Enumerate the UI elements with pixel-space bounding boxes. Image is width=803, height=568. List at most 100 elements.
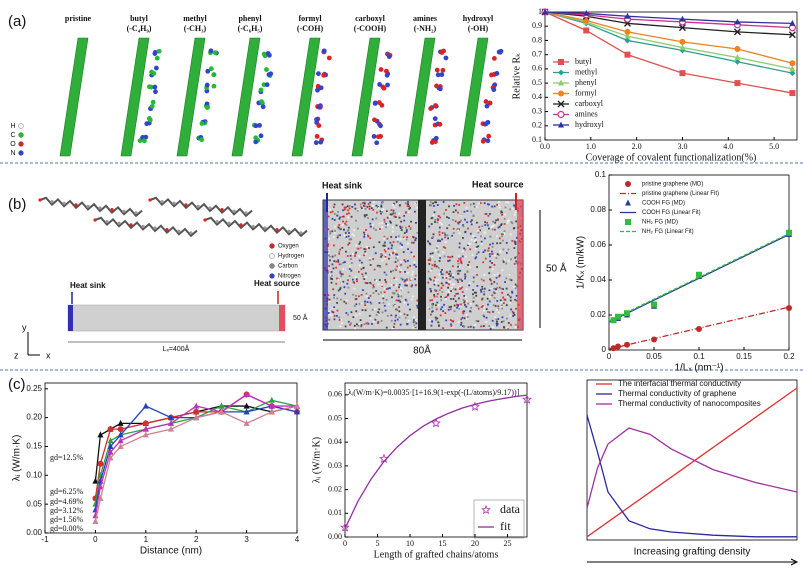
simulation-atom (327, 215, 330, 218)
simulation-atom (491, 294, 494, 297)
marker (193, 408, 200, 415)
simulation-atom (363, 278, 366, 280)
simulation-atom (461, 316, 464, 319)
simulation-atom (394, 261, 397, 263)
simulation-atom (403, 237, 406, 240)
simulation-atom (406, 259, 409, 262)
simulation-atom (334, 254, 337, 257)
simulation-atom (480, 240, 483, 243)
marker (340, 522, 350, 532)
simulation-atom (499, 250, 502, 253)
simulation-atom (357, 247, 360, 250)
simulation-atom (429, 269, 432, 272)
simulation-atom (372, 227, 375, 230)
simulation-atom (363, 202, 366, 205)
simulation-atom (337, 226, 340, 229)
simulation-atom (480, 235, 482, 238)
simulation-atom (458, 204, 461, 206)
simulation-atom (404, 317, 407, 319)
simulation-atom (500, 301, 503, 304)
simulation-atom (360, 205, 363, 208)
molecule-atom (177, 229, 181, 233)
marker (268, 402, 275, 409)
simulation-atom (482, 314, 485, 317)
simulation-atom (404, 284, 407, 287)
structure-name: phenyl (238, 14, 262, 23)
simulation-atom (492, 310, 494, 313)
simulation-atom (364, 309, 367, 312)
simulation-atom (380, 319, 383, 322)
simulation-atom (329, 274, 332, 277)
simulation-atom (444, 298, 447, 300)
simulation-atom (457, 286, 460, 289)
simulation-atom (364, 215, 366, 218)
axis-icon-label: z (14, 350, 19, 360)
simulation-atom (503, 217, 506, 220)
simulation-atom (440, 271, 442, 273)
simulation-atom (328, 310, 331, 313)
x-tick-label: 4 (295, 535, 300, 544)
marker (734, 58, 741, 65)
marker (243, 419, 250, 426)
simulation-atom (502, 296, 505, 299)
simulation-atom (475, 291, 477, 294)
simulation-atom (329, 211, 332, 214)
marker (97, 494, 104, 501)
axis-icon-label: y (22, 322, 27, 332)
molecule-chain (39, 196, 143, 218)
x-axis-label: Length of grafted chains/atoms (374, 549, 499, 560)
molecule-atom (299, 231, 303, 235)
simulation-atom (447, 256, 449, 258)
simulation-atom (500, 211, 503, 214)
simulation-atom (496, 203, 498, 206)
simulation-atom (334, 229, 336, 232)
simulation-atom (408, 205, 411, 208)
simulation-atom (441, 276, 444, 279)
simulation-atom (503, 326, 505, 328)
atom-legend-dot (269, 253, 275, 259)
legend-swatch (558, 79, 564, 86)
simulation-atom (502, 302, 505, 304)
simulation-atom (372, 201, 375, 203)
simulation-atom (345, 206, 348, 209)
simulation-atom (445, 276, 448, 279)
y-tick-label: 0.8 (532, 35, 542, 44)
simulation-atom (348, 275, 351, 277)
functional-group-atom (439, 72, 445, 78)
molecule-atom (50, 200, 54, 204)
simulation-atom (360, 293, 363, 296)
simulation-atom (439, 240, 441, 242)
simulation-atom (446, 294, 449, 297)
simulation-atom (474, 239, 477, 242)
simulation-atom (490, 282, 493, 285)
simulation-atom (352, 253, 354, 255)
atom-legend-label: Hydrogen (278, 254, 304, 260)
simulation-atom (498, 206, 501, 209)
functional-group-atom (326, 55, 332, 61)
simulation-atom (444, 233, 447, 236)
x-tick-label: 0 (607, 352, 612, 361)
simulation-atom (453, 204, 455, 207)
marker (92, 477, 99, 484)
simulation-atom (460, 323, 463, 326)
simulation-atom (475, 206, 478, 208)
simulation-atom (398, 283, 401, 286)
simulation-atom (513, 263, 516, 265)
simulation-atom (509, 314, 512, 317)
simulation-atom (447, 237, 450, 240)
simulation-atom (339, 248, 342, 251)
simulation-atom (415, 221, 417, 224)
functional-group-atom (212, 50, 218, 56)
structure-formula: (-C₆H₅) (238, 24, 263, 33)
simulation-atom (476, 274, 478, 276)
simulation-atom (428, 225, 431, 228)
simulation-atom (476, 285, 479, 287)
simulation-atom (491, 262, 493, 264)
x-tick-label: 5 (376, 539, 380, 548)
functional-group-atom (372, 117, 377, 123)
x-tick-label: 0.15 (736, 352, 752, 361)
simulation-atom (338, 224, 341, 226)
simulation-atom (500, 233, 503, 236)
simulation-atom (390, 314, 393, 317)
legend-label: gd=3.12% (50, 506, 84, 515)
